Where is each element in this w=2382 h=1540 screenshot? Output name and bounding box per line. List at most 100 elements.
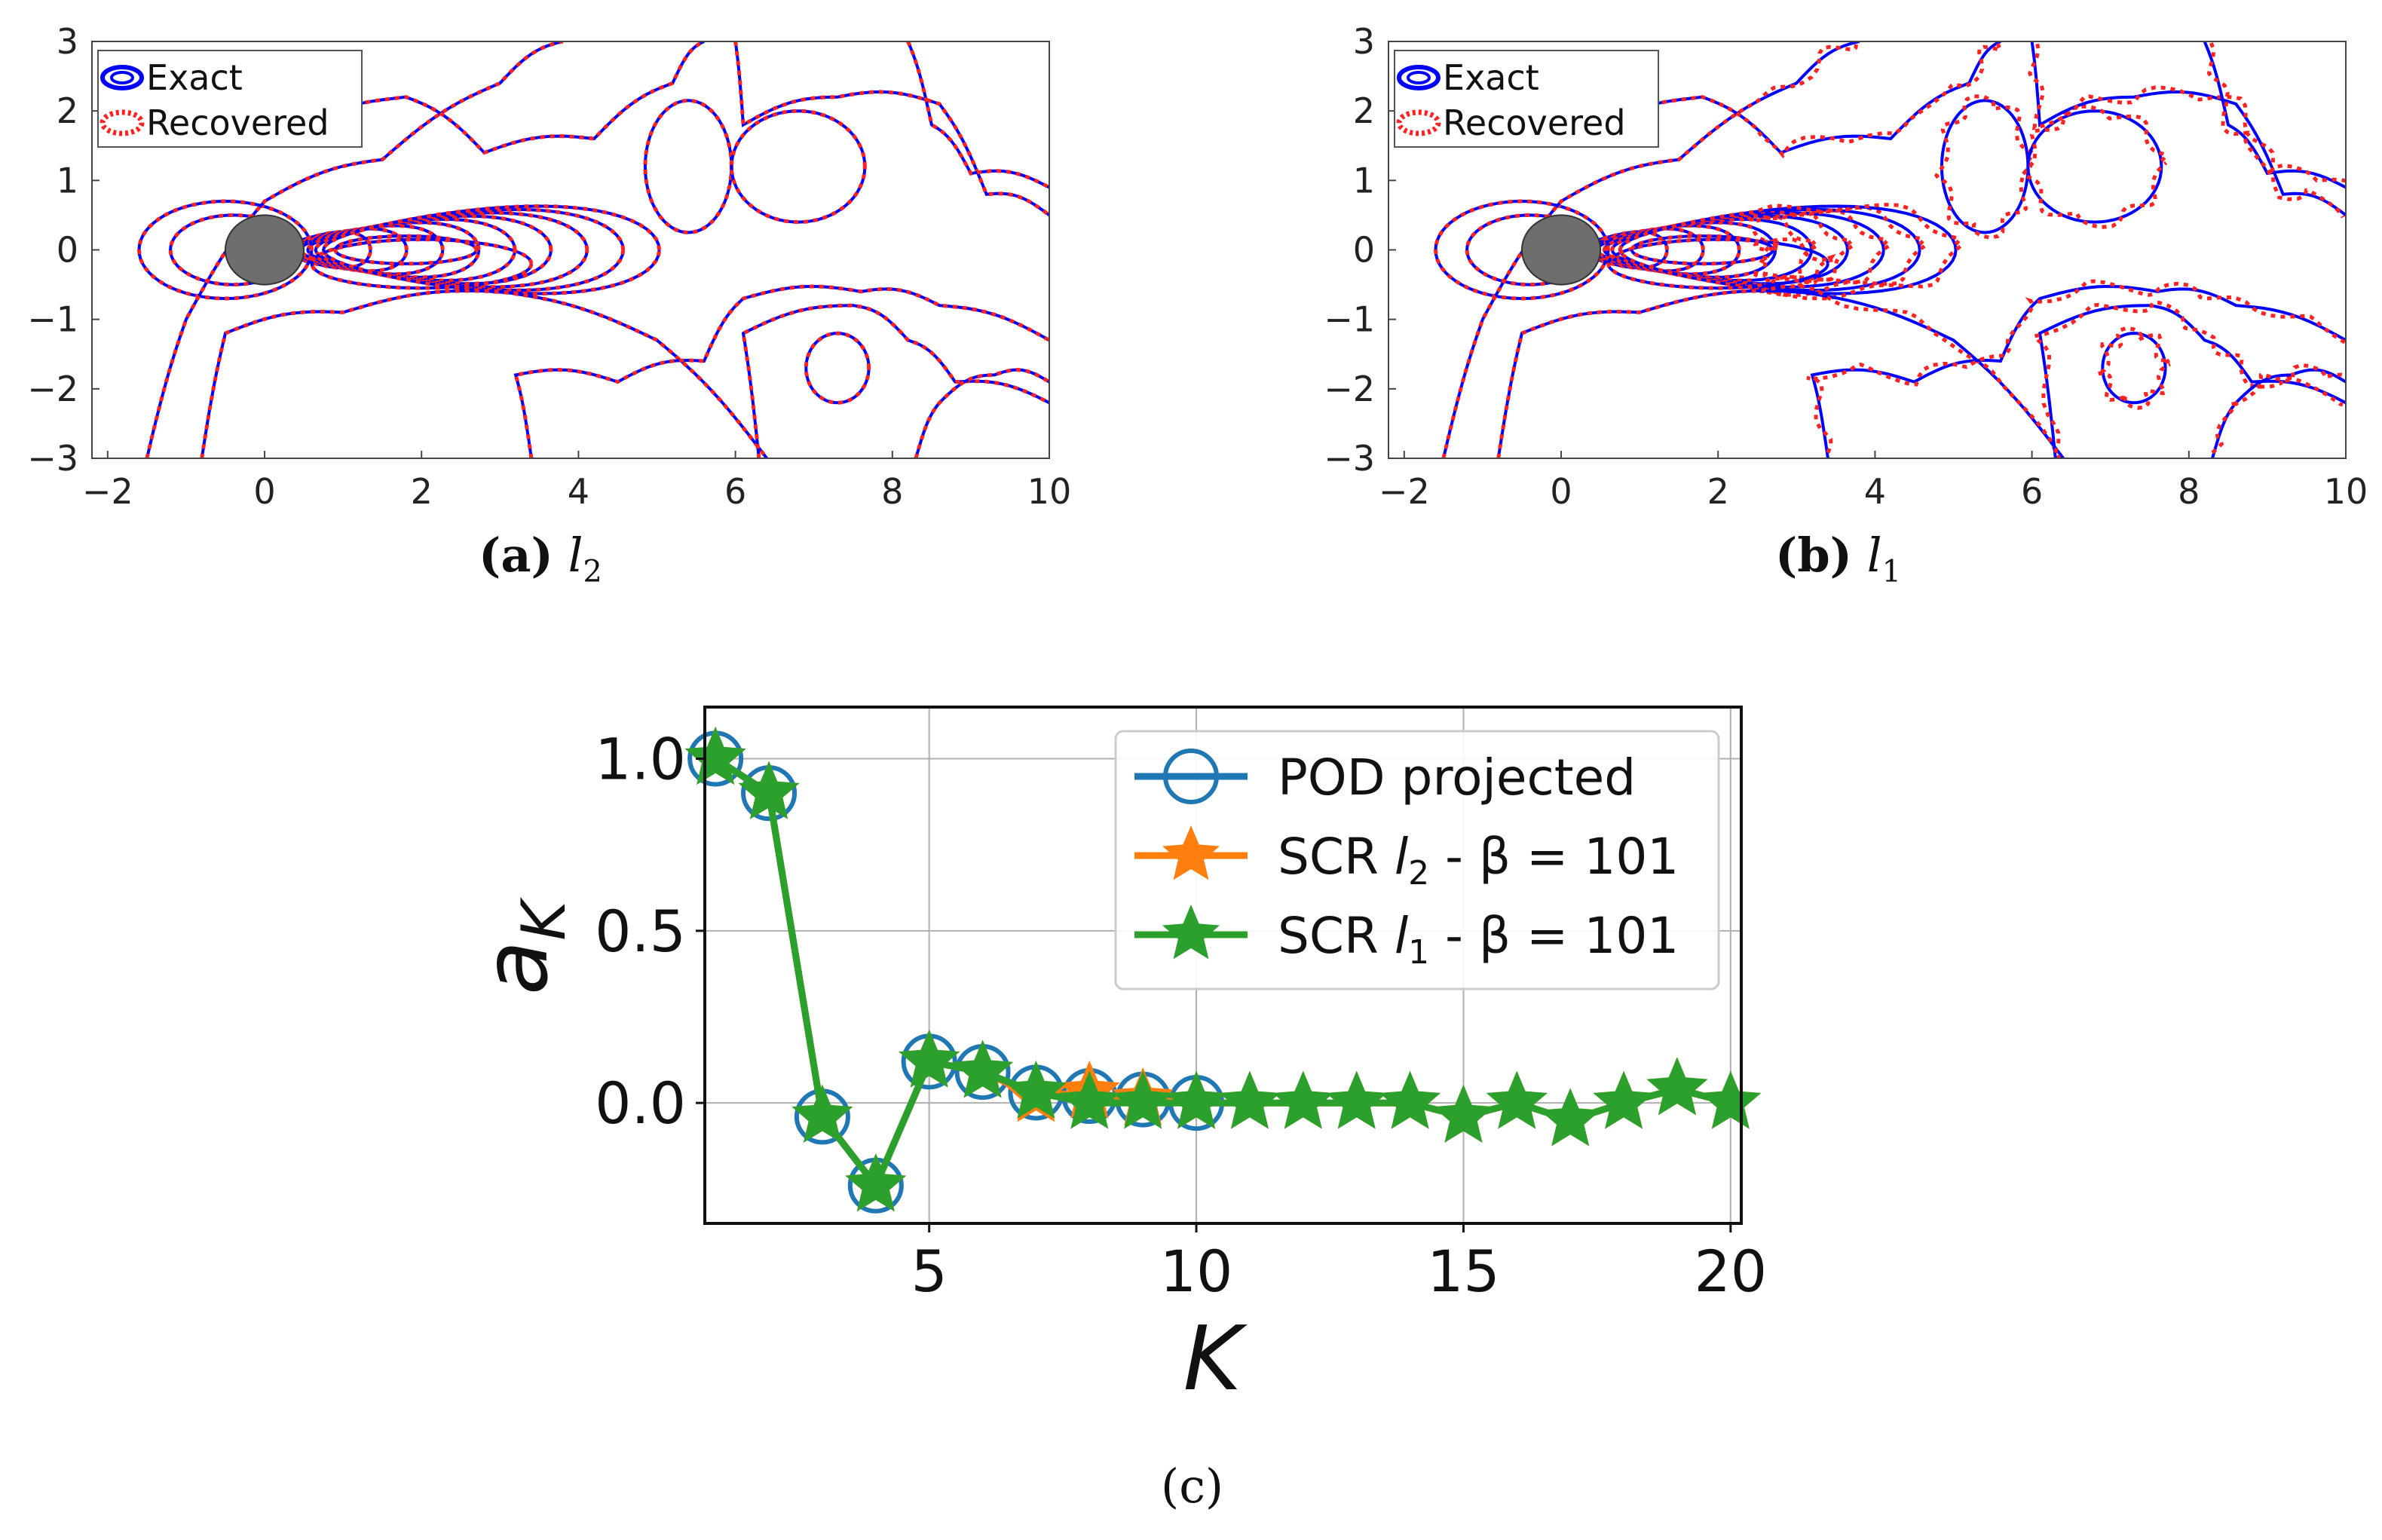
- shear-loop-exact: [1587, 217, 1814, 283]
- shear-loop-exact: [290, 217, 517, 283]
- caption-a-subscript: 2: [583, 554, 602, 589]
- data-point-star: [1058, 1070, 1120, 1129]
- x-tick-label: −2: [1379, 471, 1430, 512]
- y-tick-label: −1: [27, 299, 78, 340]
- vortex-loop-recovered: [2019, 104, 2168, 229]
- shear-loop-recovered: [1618, 202, 1962, 301]
- vortex-loop-recovered: [1630, 234, 1779, 266]
- streamline-recovered: [1496, 283, 2062, 458]
- x-tick-label: −2: [82, 471, 133, 512]
- caption-b-symbol: l: [1866, 528, 1882, 583]
- vortex-loop-recovered: [643, 98, 733, 235]
- legend-label: Exact: [146, 57, 243, 98]
- contour-lines: [1433, 41, 2346, 458]
- x-tick-label: 2: [1707, 471, 1729, 512]
- y-tick-label: −2: [1324, 369, 1375, 409]
- y-tick-label: −2: [27, 369, 78, 409]
- y-tick-label: 2: [57, 90, 78, 131]
- x-tick-label: 8: [881, 471, 903, 512]
- streamline-exact: [741, 304, 1049, 458]
- y-tick-label: 0.0: [595, 1070, 686, 1137]
- legend-exact-icon: [1397, 65, 1441, 90]
- streamline-exact: [1441, 41, 1860, 458]
- data-point-star: [1593, 1070, 1655, 1129]
- x-tick-label: 8: [2178, 471, 2200, 512]
- y-tick-label: 3: [1353, 21, 1375, 62]
- shear-loop-recovered: [1578, 220, 1783, 280]
- y-tick-label: 0: [57, 230, 78, 271]
- streamline-recovered: [1806, 279, 2346, 454]
- streamline-recovered: [1560, 42, 2004, 159]
- streamline-exact: [2038, 304, 2346, 458]
- vortex-loop-recovered: [136, 199, 314, 301]
- data-point-star: [1272, 1070, 1334, 1129]
- y-tick-label: 3: [57, 21, 78, 62]
- x-tick-label: 0: [1550, 471, 1572, 512]
- data-point-star: [1326, 1070, 1388, 1129]
- shear-loop-recovered: [1610, 205, 1926, 297]
- data-point-star: [1539, 1088, 1601, 1147]
- legend-label: SCR l1 - β = 101: [1278, 907, 1679, 972]
- y-tick-label: 0.5: [595, 898, 686, 965]
- streamline-exact: [1496, 289, 2065, 458]
- x-tick-label: 4: [568, 471, 589, 512]
- data-point-star: [1379, 1070, 1441, 1129]
- vortex-loop-recovered: [309, 237, 534, 290]
- y-tick-label: 1: [1353, 160, 1375, 201]
- caption-b: (b) l1: [1775, 528, 1901, 589]
- data-point-star: [1165, 1070, 1227, 1129]
- x-tick-label: 10: [1160, 1238, 1233, 1305]
- streamline-recovered: [200, 289, 769, 458]
- legend-exact-icon: [100, 65, 144, 90]
- vortex-loop-recovered: [2096, 326, 2171, 410]
- y-tick-label: 1.0: [595, 726, 686, 793]
- y-axis-label-base: a: [464, 941, 568, 995]
- shear-loop-exact: [306, 211, 589, 289]
- legend-label: Recovered: [1443, 103, 1626, 143]
- vortex-loop-recovered: [1433, 199, 1610, 301]
- data-point-star: [791, 1084, 853, 1143]
- y-tick-label: −3: [27, 438, 78, 479]
- streamline-recovered: [741, 303, 1049, 458]
- data-point-star: [899, 1029, 960, 1088]
- legend-marker-circle: [1163, 749, 1219, 804]
- x-tick-label: 20: [1694, 1238, 1767, 1305]
- legend: POD projected SCR l2 - β = 101 SCR l1 - β …: [1114, 730, 1720, 990]
- caption-b-subscript: 1: [1881, 554, 1902, 589]
- plot-frame: [703, 706, 1743, 1225]
- data-point-star: [952, 1039, 1014, 1098]
- shear-loop-recovered: [314, 207, 626, 292]
- streamline-recovered: [2028, 41, 2345, 219]
- x-tick-label: 6: [724, 471, 746, 512]
- legend-recovered-icon: [1396, 109, 1441, 136]
- streamline-recovered: [145, 41, 564, 458]
- y-tick-label: −1: [1324, 299, 1375, 340]
- data-point-star: [1005, 1060, 1067, 1119]
- streamline-exact: [733, 41, 1049, 216]
- vortex-loop-recovered: [1606, 237, 1836, 290]
- streamline-exact: [264, 41, 705, 155]
- legend-marker-star: [1162, 825, 1220, 880]
- data-point-star: [1700, 1070, 1762, 1129]
- streamline-exact: [914, 368, 1049, 458]
- vortex-loop-recovered: [729, 109, 867, 225]
- cylinder-obstacle: [224, 214, 305, 286]
- streamline-exact: [1810, 284, 2346, 458]
- legend-box: [1114, 730, 1720, 990]
- streamline-exact: [200, 289, 768, 458]
- streamline-recovered: [914, 368, 1049, 458]
- legend-label: SCR l2 - β = 101: [1278, 828, 1679, 892]
- x-tick-label: 0: [253, 471, 275, 512]
- caption-a-symbol: l: [568, 528, 583, 583]
- streamline-exact: [1560, 41, 2001, 155]
- y-axis-label: aK: [464, 897, 579, 995]
- streamline-exact: [2211, 368, 2346, 458]
- vortex-loop-exact: [804, 332, 871, 405]
- legend-exact-icon-inner: [1407, 71, 1431, 84]
- y-tick-label: 1: [57, 160, 78, 201]
- data-point-star: [1219, 1070, 1281, 1129]
